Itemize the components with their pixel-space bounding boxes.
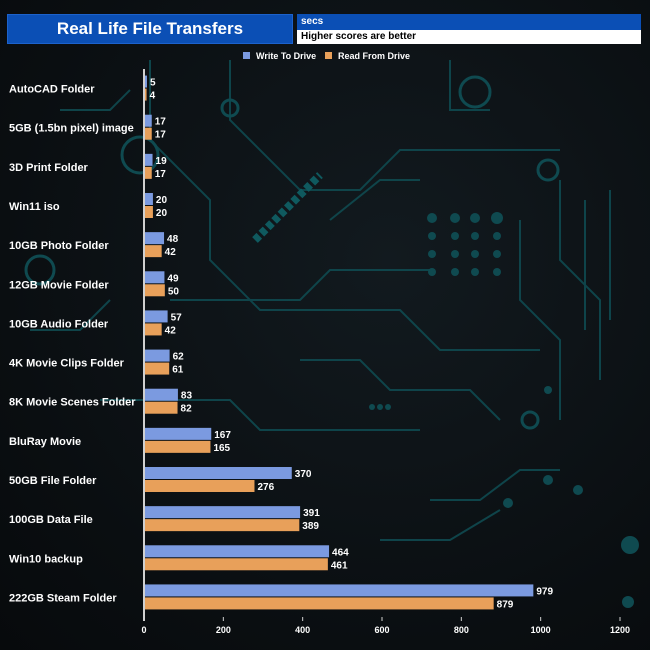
bar-write (145, 467, 292, 479)
bar-write (145, 349, 170, 362)
bar-write (145, 584, 534, 597)
x-tick-label: 1200 (610, 625, 630, 635)
bar-write (145, 506, 301, 519)
value-label-write: 19 (156, 156, 168, 167)
category-label: 5GB (1.5bn pixel) image (9, 123, 134, 135)
value-label-read: 276 (257, 482, 274, 493)
value-label-write: 48 (167, 234, 179, 245)
bar-write (145, 75, 147, 88)
category-label: 4K Movie Clips Folder (9, 358, 125, 370)
value-label-write: 57 (171, 312, 183, 323)
value-label-read: 879 (497, 599, 514, 610)
value-label-write: 370 (295, 469, 312, 480)
x-tick-label: 800 (454, 625, 469, 635)
value-label-write: 464 (332, 547, 349, 558)
bar-read (145, 362, 170, 375)
bar-write (145, 310, 168, 323)
bar-write (145, 271, 165, 284)
value-label-read: 17 (155, 130, 167, 141)
category-label: 10GB Photo Folder (9, 240, 109, 252)
x-tick-label: 600 (374, 625, 389, 635)
value-label-read: 17 (155, 169, 167, 180)
value-label-read: 50 (168, 286, 180, 297)
value-label-write: 62 (173, 352, 185, 363)
bar-read (145, 166, 152, 179)
category-label: Win11 iso (9, 201, 60, 213)
bar-read (145, 401, 178, 414)
value-label-write: 5 (150, 78, 156, 89)
bar-read (145, 127, 152, 140)
value-label-read: 165 (213, 443, 230, 454)
value-label-write: 391 (303, 508, 320, 519)
value-label-read: 389 (302, 521, 319, 532)
category-label: 12GB Movie Folder (9, 279, 109, 291)
value-label-write: 83 (181, 391, 193, 402)
value-label-write: 17 (155, 117, 167, 128)
value-label-write: 49 (167, 273, 179, 284)
bar-read (145, 519, 300, 532)
bar-read (145, 558, 328, 571)
bar-write (145, 153, 153, 166)
x-tick-label: 400 (295, 625, 310, 635)
bar-read (145, 284, 165, 297)
bar-write (145, 545, 330, 558)
value-label-read: 82 (181, 404, 193, 415)
bar-read (145, 480, 255, 492)
value-label-read: 42 (165, 247, 177, 258)
bar-read (145, 245, 162, 258)
value-label-read: 61 (172, 365, 184, 376)
legend-swatch-read (325, 52, 332, 59)
category-label: 3D Print Folder (9, 162, 89, 174)
chart-title: Real Life File Transfers (7, 14, 293, 44)
bar-read (145, 206, 153, 218)
legend-label-write: Write To Drive (256, 51, 316, 61)
value-label-write: 979 (536, 586, 553, 597)
score-note: Higher scores are better (297, 30, 641, 44)
legend: Write To Drive Read From Drive (243, 51, 410, 61)
bar-write (145, 427, 212, 440)
value-label-write: 20 (156, 195, 168, 206)
legend-swatch-write (243, 52, 250, 59)
value-label-read: 4 (150, 91, 156, 102)
category-label: BluRay Movie (9, 436, 81, 448)
value-label-read: 42 (165, 325, 177, 336)
value-label-read: 461 (331, 560, 348, 571)
bar-write (145, 232, 165, 245)
category-label: AutoCAD Folder (9, 84, 95, 96)
category-label: 222GB Steam Folder (9, 592, 117, 604)
bar-read (145, 440, 211, 453)
bar-read (145, 597, 494, 610)
bar-write (145, 388, 178, 401)
bar-read (145, 88, 147, 101)
bar-write (145, 114, 152, 127)
category-label: 8K Movie Scenes Folder (9, 397, 136, 409)
plot-area: AutoCAD Folder 5 4 5GB (1.5bn pixel) image 1… (9, 69, 630, 635)
bar-write (145, 193, 153, 205)
category-label: 50GB File Folder (9, 475, 97, 487)
category-label: 100GB Data File (9, 514, 93, 526)
value-label-write: 167 (214, 430, 231, 441)
units-label: secs (297, 14, 641, 30)
x-tick-label: 1000 (531, 625, 551, 635)
bar-read (145, 323, 162, 336)
x-tick-label: 0 (141, 625, 146, 635)
category-label: Win10 backup (9, 553, 83, 565)
category-label: 10GB Audio Folder (9, 318, 109, 330)
value-label-read: 20 (156, 208, 168, 219)
legend-label-read: Read From Drive (338, 51, 410, 61)
x-tick-label: 200 (216, 625, 231, 635)
